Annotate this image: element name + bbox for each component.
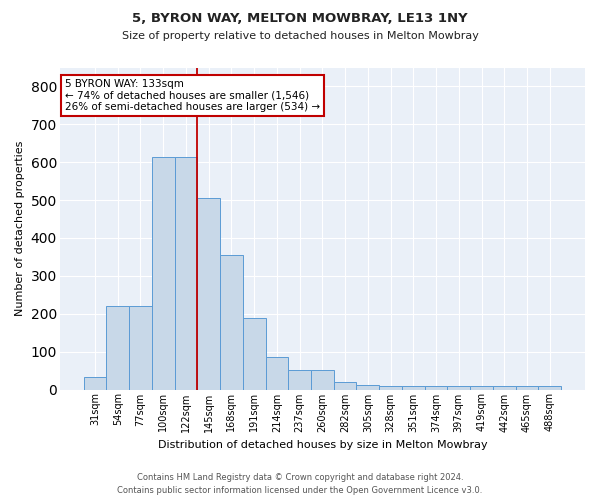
Bar: [266, 358, 288, 390]
Bar: [379, 386, 402, 390]
Bar: [220, 255, 243, 390]
Bar: [83, 378, 106, 390]
Bar: [243, 318, 266, 390]
Text: 5 BYRON WAY: 133sqm
← 74% of detached houses are smaller (1,546)
26% of semi-det: 5 BYRON WAY: 133sqm ← 74% of detached ho…: [65, 79, 320, 112]
Bar: [334, 382, 356, 390]
Bar: [538, 386, 561, 390]
Bar: [129, 306, 152, 390]
X-axis label: Distribution of detached houses by size in Melton Mowbray: Distribution of detached houses by size …: [158, 440, 487, 450]
Bar: [425, 386, 448, 390]
Bar: [470, 386, 493, 390]
Text: Contains HM Land Registry data © Crown copyright and database right 2024.
Contai: Contains HM Land Registry data © Crown c…: [118, 474, 482, 495]
Bar: [448, 386, 470, 390]
Text: Size of property relative to detached houses in Melton Mowbray: Size of property relative to detached ho…: [122, 31, 478, 41]
Y-axis label: Number of detached properties: Number of detached properties: [15, 141, 25, 316]
Bar: [356, 385, 379, 390]
Bar: [152, 156, 175, 390]
Bar: [197, 198, 220, 390]
Bar: [493, 386, 515, 390]
Bar: [175, 156, 197, 390]
Bar: [106, 306, 129, 390]
Text: 5, BYRON WAY, MELTON MOWBRAY, LE13 1NY: 5, BYRON WAY, MELTON MOWBRAY, LE13 1NY: [132, 12, 468, 26]
Bar: [515, 386, 538, 390]
Bar: [288, 370, 311, 390]
Bar: [311, 370, 334, 390]
Bar: [402, 386, 425, 390]
